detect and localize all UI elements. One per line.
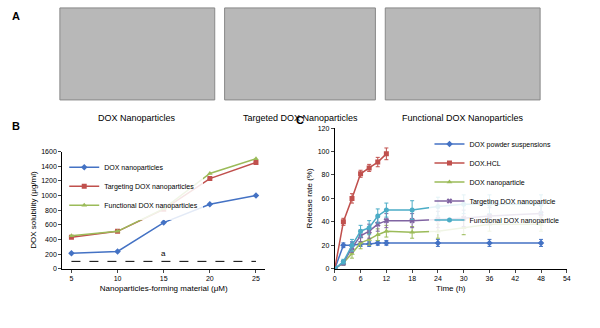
- svg-text:DOX powder suspensions: DOX powder suspensions: [469, 141, 550, 149]
- svg-text:600: 600: [45, 221, 57, 228]
- svg-text:Functional DOX Nanoparticles: Functional DOX Nanoparticles: [402, 113, 524, 123]
- svg-text:5: 5: [69, 275, 73, 282]
- svg-text:1000: 1000: [41, 192, 57, 199]
- svg-text:800: 800: [45, 207, 57, 214]
- svg-text:15: 15: [160, 275, 168, 282]
- svg-text:Functional DOX nanoparticles: Functional DOX nanoparticles: [104, 202, 197, 210]
- svg-text:Targeted DOX Nanoparticles: Targeted DOX Nanoparticles: [243, 113, 358, 123]
- svg-text:DOX nanoparticles: DOX nanoparticles: [104, 164, 163, 172]
- svg-text:Time (h): Time (h): [436, 284, 466, 293]
- svg-text:C: C: [296, 114, 304, 126]
- svg-text:10: 10: [114, 275, 122, 282]
- svg-text:1600: 1600: [41, 148, 57, 155]
- svg-text:1200: 1200: [41, 177, 57, 184]
- svg-text:1400: 1400: [41, 163, 57, 170]
- svg-text:Release rate (%): Release rate (%): [305, 168, 314, 228]
- svg-text:6: 6: [359, 275, 363, 282]
- svg-text:120: 120: [318, 125, 330, 132]
- svg-text:60: 60: [322, 195, 330, 202]
- svg-text:12: 12: [382, 275, 390, 282]
- svg-text:30: 30: [460, 275, 468, 282]
- svg-text:DOX Nanoparticles: DOX Nanoparticles: [98, 113, 176, 123]
- svg-text:80: 80: [322, 171, 330, 178]
- svg-text:200: 200: [45, 251, 57, 258]
- svg-text:0: 0: [53, 265, 57, 272]
- svg-text:48: 48: [537, 275, 545, 282]
- svg-text:B: B: [12, 120, 20, 132]
- svg-text:36: 36: [486, 275, 494, 282]
- svg-text:Nanoparticles-forming material: Nanoparticles-forming material (μM): [100, 284, 228, 293]
- svg-text:20: 20: [206, 275, 214, 282]
- svg-text:DOX solubility (μg/ml): DOX solubility (μg/ml): [29, 171, 38, 249]
- svg-text:42: 42: [511, 275, 519, 282]
- svg-text:100: 100: [318, 148, 330, 155]
- svg-text:Targeting DOX nanoparticle: Targeting DOX nanoparticle: [469, 198, 555, 206]
- svg-text:24: 24: [434, 275, 442, 282]
- svg-text:DOX.HCL: DOX.HCL: [469, 160, 500, 167]
- svg-text:DOX nanoparticle: DOX nanoparticle: [469, 179, 524, 187]
- svg-text:400: 400: [45, 236, 57, 243]
- svg-text:a: a: [161, 249, 166, 258]
- svg-text:0: 0: [325, 265, 329, 272]
- svg-text:54: 54: [563, 275, 571, 282]
- svg-text:0: 0: [333, 275, 337, 282]
- svg-text:A: A: [12, 10, 20, 22]
- svg-text:40: 40: [322, 218, 330, 225]
- svg-text:20: 20: [322, 242, 330, 249]
- svg-text:Functional DOX nanoparticle: Functional DOX nanoparticle: [469, 217, 559, 225]
- svg-text:18: 18: [408, 275, 416, 282]
- svg-text:Targeting DOX nanoparticles: Targeting DOX nanoparticles: [104, 183, 194, 191]
- svg-text:25: 25: [252, 275, 260, 282]
